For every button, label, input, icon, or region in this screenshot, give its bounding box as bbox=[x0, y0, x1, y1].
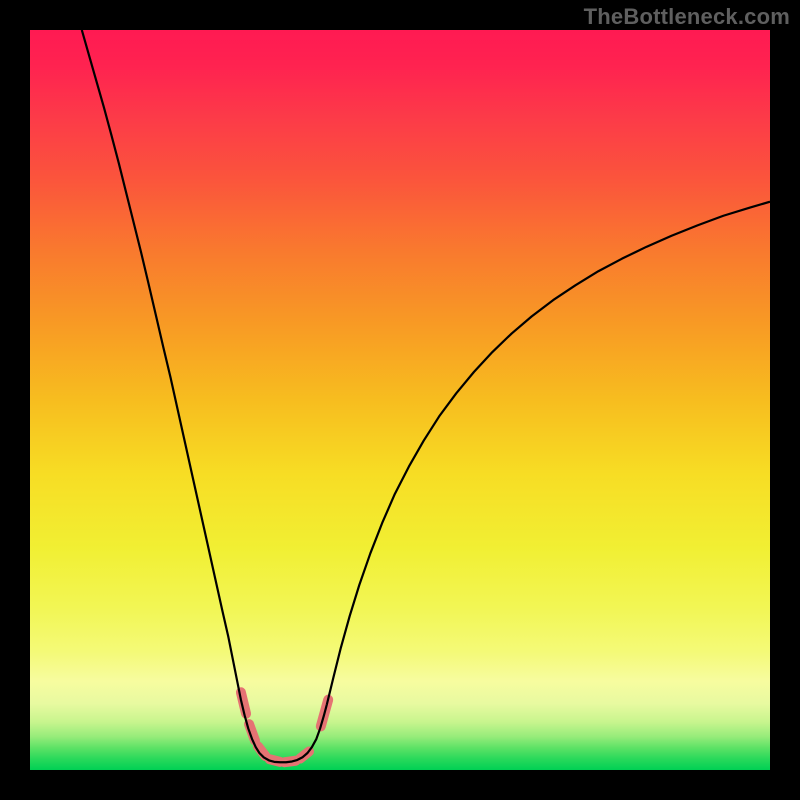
plot-area bbox=[30, 30, 770, 770]
chart-frame: TheBottleneck.com bbox=[0, 0, 800, 800]
watermark-text: TheBottleneck.com bbox=[584, 4, 790, 30]
curves-svg bbox=[30, 30, 770, 770]
series-right-curve bbox=[327, 202, 770, 705]
series-left-curve bbox=[82, 30, 327, 762]
